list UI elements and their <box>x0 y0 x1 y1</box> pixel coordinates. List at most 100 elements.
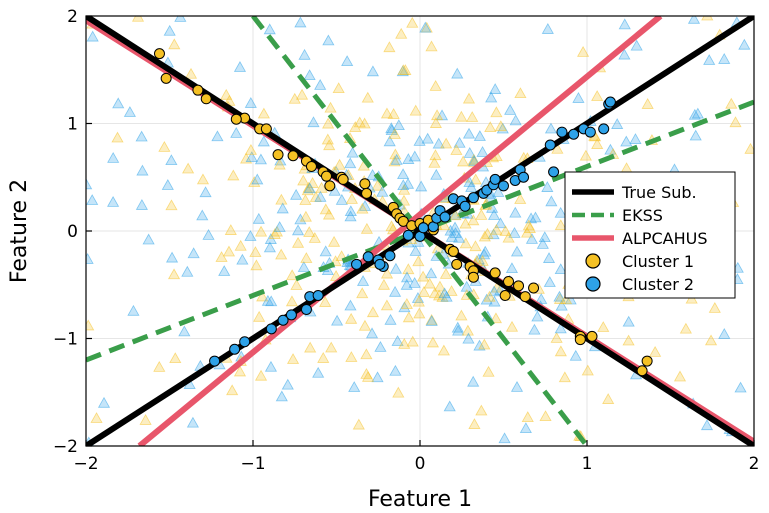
noise-point <box>245 151 258 163</box>
noise-point <box>257 135 270 147</box>
noise-point <box>325 341 338 353</box>
cluster-1-point <box>305 161 317 172</box>
noise-point <box>541 181 554 192</box>
cluster-2-point <box>548 166 560 178</box>
noise-point <box>244 230 257 241</box>
noise-point <box>233 61 247 72</box>
noise-point <box>153 360 166 372</box>
noise-point <box>253 310 266 322</box>
noise-point <box>290 188 303 200</box>
cluster-1-point <box>586 330 598 342</box>
noise-point <box>380 299 393 311</box>
noise-point <box>489 83 502 94</box>
noise-point <box>429 117 442 128</box>
noise-point <box>460 280 473 292</box>
legend-label: Cluster 1 <box>622 252 694 271</box>
noise-point <box>425 40 438 52</box>
noise-point <box>187 247 200 259</box>
y-tick-label: 2 <box>67 7 78 27</box>
noise-point <box>438 287 451 299</box>
noise-point <box>360 348 373 360</box>
cluster-1-point <box>153 48 165 60</box>
cluster-points <box>153 48 653 377</box>
noise-point <box>352 418 365 430</box>
noise-point <box>419 21 432 33</box>
cluster-1-point <box>499 290 511 301</box>
noise-point <box>476 254 489 266</box>
noise-point <box>429 149 442 161</box>
noise-point <box>502 231 515 243</box>
cluster-1-point <box>287 150 299 162</box>
noise-point <box>729 116 742 128</box>
cluster-1-point <box>519 291 531 303</box>
noise-point <box>234 239 247 251</box>
noise-point <box>263 241 276 253</box>
x-tick-label: 1 <box>582 454 593 474</box>
noise-point <box>544 122 558 134</box>
noise-point <box>492 186 505 197</box>
cluster-2-point <box>312 290 324 301</box>
noise-point <box>356 287 369 299</box>
noise-point <box>734 381 747 393</box>
noise-point <box>425 267 438 279</box>
noise-point <box>397 64 410 76</box>
noise-point <box>366 306 380 318</box>
noise-point <box>400 298 413 309</box>
noise-point <box>86 253 94 264</box>
noise-point <box>261 294 274 306</box>
noise-point <box>254 369 268 381</box>
noise-point <box>509 206 522 218</box>
noise-point <box>186 416 200 428</box>
noise-point <box>202 228 215 240</box>
noise-point <box>396 168 410 180</box>
noise-point <box>528 323 541 335</box>
noise-point <box>374 340 387 352</box>
noise-point <box>618 18 631 30</box>
noise-point <box>139 414 152 425</box>
noise-point <box>478 338 491 350</box>
noise-point <box>291 224 305 236</box>
noise-point <box>295 88 309 100</box>
noise-point <box>457 155 470 167</box>
noise-point <box>622 315 635 327</box>
noise-point <box>218 265 231 276</box>
noise-point <box>514 87 527 99</box>
noise-point <box>452 324 465 336</box>
noise-point <box>358 200 372 211</box>
noise-point <box>360 222 373 234</box>
noise-point <box>319 203 332 215</box>
cluster-2-point <box>498 180 509 192</box>
noise-point <box>450 144 463 155</box>
cluster-2-point <box>556 126 568 138</box>
y-tick-label: 0 <box>67 222 78 242</box>
noise-point <box>448 221 462 233</box>
noise-point <box>251 173 264 185</box>
noise-point <box>514 193 527 204</box>
noise-point <box>535 293 548 304</box>
noise-point <box>490 106 503 118</box>
noise-point <box>240 152 253 164</box>
noise-point <box>469 240 482 252</box>
legend-label: True Sub. <box>621 183 697 202</box>
cluster-2-point <box>489 173 501 185</box>
noise-point <box>345 192 359 204</box>
noise-point <box>744 142 754 154</box>
cluster-1-point <box>337 173 349 185</box>
noise-point <box>227 169 240 181</box>
cluster-1-point <box>230 113 242 125</box>
noise-point <box>314 190 327 202</box>
line-alpcahus <box>137 16 663 446</box>
cluster-2-point <box>439 211 451 223</box>
noise-point <box>402 311 415 323</box>
noise-point <box>400 278 413 290</box>
x-tick-label: −2 <box>73 454 98 474</box>
noise-point <box>558 371 571 383</box>
cluster-2-point <box>417 222 429 234</box>
legend-label: ALPCAHUS <box>622 229 708 248</box>
noise-point <box>371 179 384 191</box>
noise-point <box>291 236 305 248</box>
noise-point <box>453 136 466 148</box>
noise-point <box>476 146 489 157</box>
noise-point <box>406 16 419 28</box>
noise-point <box>641 98 654 109</box>
